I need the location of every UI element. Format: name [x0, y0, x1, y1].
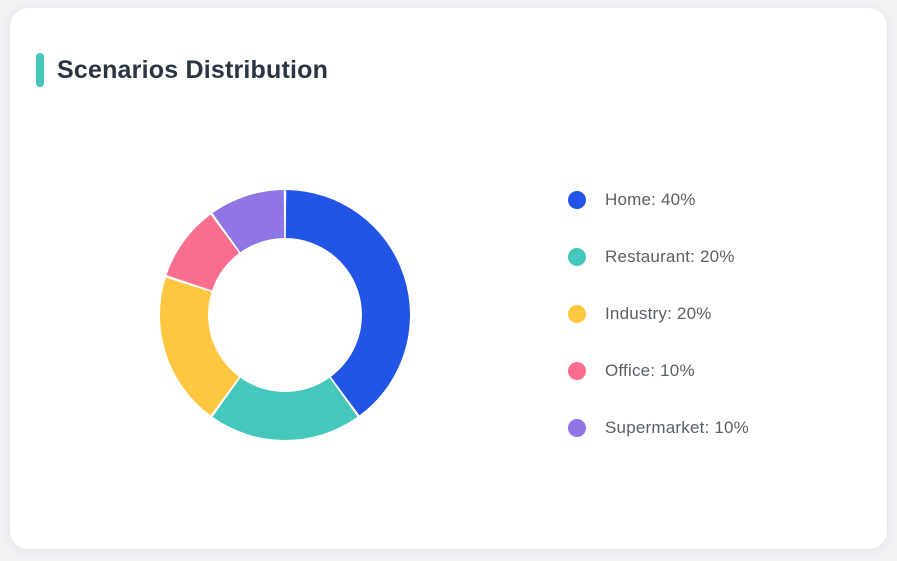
legend-label-supermarket: Supermarket: 10% [605, 418, 749, 437]
legend-item-supermarket[interactable]: Supermarket: 10% [568, 418, 749, 438]
donut-segment-industry[interactable] [159, 277, 240, 416]
page-title: Scenarios Distribution [57, 55, 329, 84]
legend-label-office: Office: 10% [605, 361, 695, 380]
card-header: Scenarios Distribution [36, 53, 328, 87]
legend-item-office[interactable]: Office: 10% [568, 361, 749, 381]
chart-legend: Home: 40% Restaurant: 20% Industry: 20% … [568, 190, 749, 438]
legend-dot-industry [568, 305, 586, 323]
legend-label-industry: Industry: 20% [605, 304, 712, 323]
legend-item-home[interactable]: Home: 40% [568, 190, 749, 210]
scenarios-distribution-card: Scenarios Distribution Home: 40% Restaur… [10, 8, 887, 549]
title-accent-bar [36, 53, 44, 87]
legend-dot-restaurant [568, 248, 586, 266]
legend-label-restaurant: Restaurant: 20% [605, 247, 735, 266]
legend-item-restaurant[interactable]: Restaurant: 20% [568, 247, 749, 267]
donut-chart[interactable] [10, 8, 887, 549]
donut-segment-office[interactable] [166, 214, 240, 291]
legend-dot-office [568, 362, 586, 380]
donut-segment-restaurant[interactable] [212, 377, 358, 441]
donut-segment-supermarket[interactable] [212, 190, 285, 253]
donut-segment-home[interactable] [285, 190, 411, 416]
legend-label-home: Home: 40% [605, 190, 696, 209]
legend-item-industry[interactable]: Industry: 20% [568, 304, 749, 324]
legend-dot-home [568, 191, 586, 209]
legend-dot-supermarket [568, 419, 586, 437]
